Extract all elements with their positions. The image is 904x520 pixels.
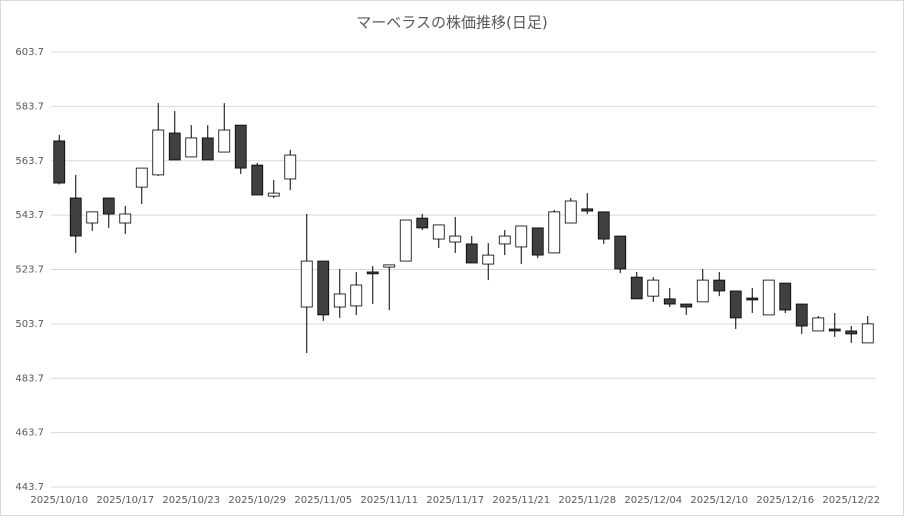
candle-body	[218, 129, 231, 153]
candle-body	[482, 254, 495, 265]
candle-body	[185, 137, 198, 158]
candle-body	[746, 297, 759, 301]
x-tick-label: 2025/12/10	[690, 495, 748, 506]
candle-body	[795, 303, 808, 327]
candle-body	[168, 132, 181, 161]
candle-body	[135, 167, 148, 188]
candle-body	[861, 323, 874, 344]
candle-body	[845, 330, 858, 335]
x-tick-label: 2025/10/29	[228, 495, 286, 506]
candle-body	[234, 124, 247, 169]
y-tick-label: 483.7	[15, 373, 44, 384]
candle-body	[350, 284, 363, 307]
x-tick-label: 2025/11/05	[294, 495, 352, 506]
x-tick-label: 2025/12/16	[756, 495, 814, 506]
x-tick-label: 2025/10/23	[162, 495, 220, 506]
candle-body	[465, 243, 478, 264]
candle-body	[383, 264, 396, 268]
candle-body	[680, 303, 693, 308]
candle-body	[762, 279, 775, 316]
candle-body	[498, 235, 511, 245]
candle-body	[828, 328, 841, 332]
y-tick-label: 563.7	[15, 156, 44, 167]
x-tick-label: 2025/11/17	[426, 495, 484, 506]
candle-body	[69, 197, 82, 237]
candle-body	[366, 271, 379, 275]
x-tick-label: 2025/10/10	[30, 495, 88, 506]
candle-body	[713, 279, 726, 292]
candle-body	[300, 260, 313, 308]
candle-body	[531, 227, 544, 256]
y-tick-label: 603.7	[15, 47, 44, 58]
candle-body	[267, 192, 280, 197]
candle-body	[333, 293, 346, 308]
candle-body	[581, 208, 594, 212]
x-tick-label: 2025/12/22	[822, 495, 880, 506]
candle-body	[630, 276, 643, 300]
y-tick-label: 583.7	[15, 101, 44, 112]
candle-body	[102, 197, 115, 215]
x-tick-label: 2025/11/11	[360, 495, 418, 506]
candle-body	[515, 225, 528, 248]
y-tick-label: 463.7	[15, 428, 44, 439]
chart-title: マーベラスの株価推移(日足)	[356, 14, 547, 32]
candle-body	[119, 213, 132, 224]
y-tick-label: 523.7	[15, 265, 44, 276]
candle-body	[432, 224, 445, 240]
candle-body	[548, 211, 561, 254]
candle-body	[53, 140, 66, 184]
candle-body	[696, 279, 709, 303]
x-tick-label: 2025/11/21	[492, 495, 550, 506]
candle-body	[284, 154, 297, 180]
x-tick-label: 2025/10/17	[96, 495, 154, 506]
candle-body	[564, 200, 577, 224]
candle-body	[597, 211, 610, 240]
x-tick-label: 2025/12/04	[624, 495, 682, 506]
y-tick-label: 543.7	[15, 210, 44, 221]
candle-body	[779, 282, 792, 311]
candle-body	[812, 317, 825, 332]
candle-body	[729, 290, 742, 319]
candle-body	[647, 279, 660, 297]
candle-body	[614, 235, 627, 270]
candle-body	[86, 211, 99, 224]
y-tick-label: 503.7	[15, 319, 44, 330]
candle-body	[152, 129, 165, 176]
x-tick-label: 2025/11/28	[558, 495, 616, 506]
candle-body	[251, 164, 264, 196]
candle-body	[449, 235, 462, 243]
candle-body	[399, 219, 412, 262]
y-tick-label: 443.7	[15, 482, 44, 493]
candle-body	[416, 217, 429, 229]
candle-body	[317, 260, 330, 316]
candle-body	[663, 298, 676, 305]
candle-body	[201, 137, 214, 161]
